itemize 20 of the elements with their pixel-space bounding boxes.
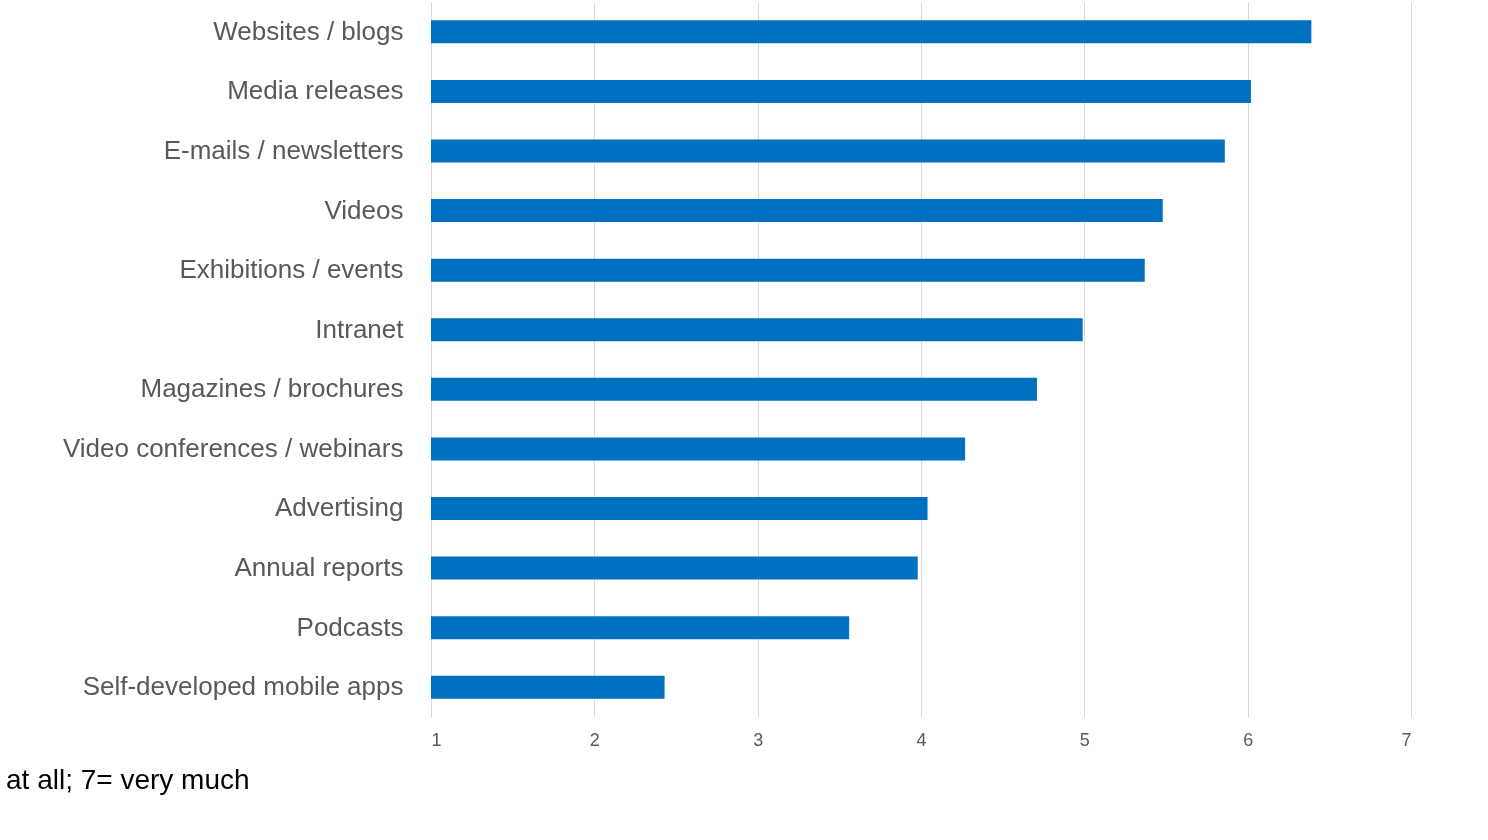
y-tick-label: Intranet bbox=[315, 313, 405, 344]
y-tick-label: Self-developed mobile apps bbox=[82, 671, 404, 702]
y-tick-label: Video conferences / webinars bbox=[62, 432, 404, 463]
y-tick-label: Podcasts bbox=[296, 611, 404, 642]
x-tick-label: 4 bbox=[916, 729, 927, 750]
y-tick-label: Annual reports bbox=[234, 552, 404, 583]
x-tick-label: 7 bbox=[1401, 729, 1412, 750]
x-tick-label: 3 bbox=[753, 729, 764, 750]
y-tick-label: Exhibitions / events bbox=[179, 254, 404, 285]
y-tick-label: Websites / blogs bbox=[213, 15, 404, 46]
y-tick-label: Media releases bbox=[227, 75, 404, 106]
x-tick-label: 2 bbox=[589, 729, 600, 750]
x-tick-label: 6 bbox=[1243, 729, 1254, 750]
y-tick-label: Videos bbox=[324, 194, 404, 225]
text: at all; 7= very much bbox=[6, 764, 250, 795]
x-tick-label: 1 bbox=[431, 729, 442, 750]
y-tick-label: E-mails / newsletters bbox=[163, 134, 404, 165]
y-tick-label: Magazines / brochures bbox=[140, 373, 404, 404]
x-tick-label: 5 bbox=[1079, 729, 1090, 750]
y-tick-label: Advertising bbox=[274, 492, 404, 523]
